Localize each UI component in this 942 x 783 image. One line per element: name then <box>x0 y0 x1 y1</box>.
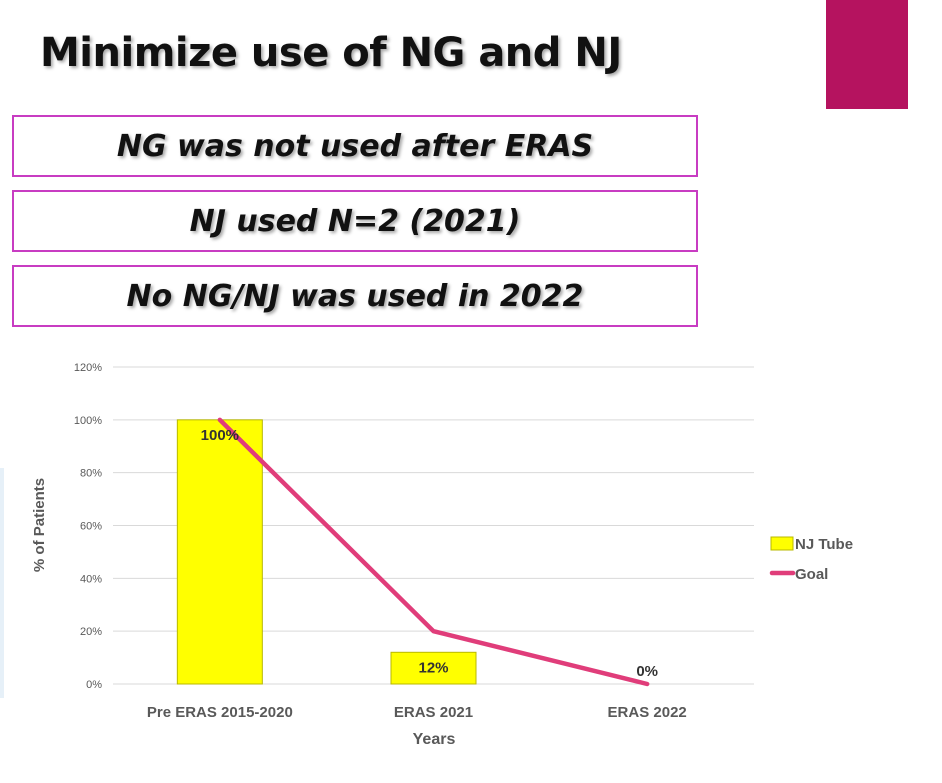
left-edge-strip <box>0 468 4 698</box>
x-axis-label: Years <box>413 731 456 748</box>
legend-swatch-nj-tube <box>770 536 794 551</box>
legend-label-goal: Goal <box>795 566 828 583</box>
goal-line <box>217 417 650 687</box>
slide-title: Minimize use of NG and NJ <box>40 30 622 76</box>
y-tick-label-60: 60% <box>80 521 102 533</box>
accent-square <box>826 0 908 109</box>
nj-tube-chart: 0% 20% 40% 60% 80% 100% 120% 100% 12% 0% Pre ERA… <box>31 362 853 748</box>
bullet-box-2022: No NG/NJ was used in 2022 <box>12 265 698 327</box>
y-axis-ticks: 0% 20% 40% 60% 80% 100% 120% <box>74 362 102 691</box>
bullet-text-nj: NJ used N=2 (2021) <box>189 203 521 239</box>
bullet-box-nj: NJ used N=2 (2021) <box>12 190 698 252</box>
bullet-text-ng: NG was not used after ERAS <box>116 128 594 164</box>
data-label-2: 0% <box>636 663 658 680</box>
bar-0 <box>176 419 263 685</box>
x-tick-label-2: ERAS 2022 <box>608 704 687 721</box>
bar-data-labels: 100% 12% 0% <box>201 427 658 680</box>
y-tick-label-0: 0% <box>86 679 102 691</box>
goal-series <box>217 417 650 687</box>
y-tick-label-100: 100% <box>74 415 102 427</box>
x-tick-label-1: ERAS 2021 <box>394 704 473 721</box>
bullet-text-2022: No NG/NJ was used in 2022 <box>126 278 584 314</box>
x-axis-ticks: Pre ERAS 2015-2020 ERAS 2021 ERAS 2022 <box>147 704 687 721</box>
x-tick-label-0: Pre ERAS 2015-2020 <box>147 704 293 721</box>
bullet-box-ng: NG was not used after ERAS <box>12 115 698 177</box>
y-tick-label-120: 120% <box>74 362 102 374</box>
y-tick-label-80: 80% <box>80 468 102 480</box>
data-label-0: 100% <box>201 427 239 444</box>
y-tick-label-40: 40% <box>80 573 102 585</box>
legend-label-nj-tube: NJ Tube <box>795 536 853 553</box>
bar-1 <box>390 651 477 685</box>
chart-legend: NJ Tube Goal <box>769 536 853 583</box>
chart-bars <box>176 419 477 685</box>
y-axis-label: % of Patients <box>31 478 48 572</box>
data-label-1: 12% <box>418 659 448 676</box>
y-tick-label-20: 20% <box>80 626 102 638</box>
